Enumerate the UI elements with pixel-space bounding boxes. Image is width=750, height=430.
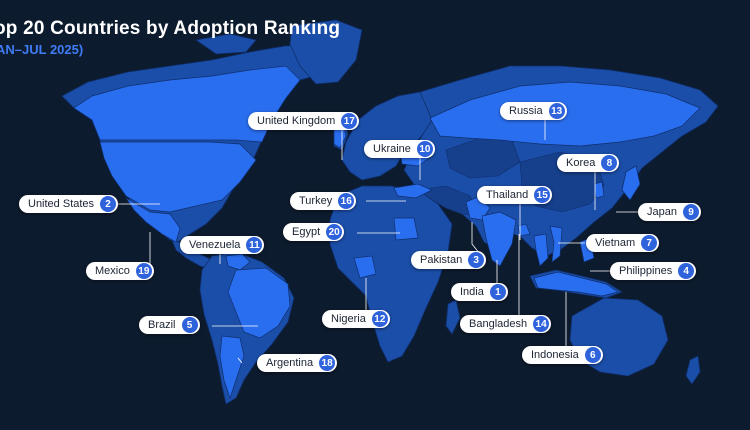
country-name: Nigeria <box>331 313 366 325</box>
rank-badge: 4 <box>678 263 695 279</box>
page-subtitle: AN–JUL 2025) <box>0 42 84 57</box>
country-label-united-kingdom: United Kingdom 17 <box>248 112 360 130</box>
country-label-mexico: Mexico 19 <box>86 262 154 280</box>
africa-landmass <box>329 185 453 363</box>
country-name: United States <box>28 198 95 210</box>
turkey-region <box>393 183 433 199</box>
leader-line-pakistan <box>471 222 481 255</box>
vietnam-region <box>549 225 563 263</box>
country-label-united-states: United States 2 <box>19 195 119 213</box>
country-name: Pakistan <box>420 254 463 266</box>
rank-badge: 2 <box>100 196 117 212</box>
page-title: op 20 Countries by Adoption Ranking <box>0 18 341 39</box>
country-name: Indonesia <box>531 349 579 361</box>
country-label-argentina: Argentina 18 <box>257 354 338 372</box>
rank-badge: 11 <box>246 237 263 253</box>
country-name: United Kingdom <box>257 115 336 127</box>
country-label-vietnam: Vietnam 7 <box>586 234 660 252</box>
leader-line-argentina <box>237 357 243 364</box>
country-label-nigeria: Nigeria 12 <box>322 310 390 328</box>
madagascar-landmass <box>445 299 461 335</box>
rank-badge: 18 <box>319 355 336 371</box>
rank-badge: 19 <box>135 263 152 279</box>
rank-badge: 14 <box>533 316 550 332</box>
rank-badge: 6 <box>584 347 601 363</box>
rank-badge: 13 <box>548 103 565 119</box>
mexico-region <box>125 197 181 243</box>
rank-badge: 12 <box>371 311 388 327</box>
greenland-landmass <box>289 19 363 85</box>
country-label-japan: Japan 9 <box>638 203 701 221</box>
rank-badge: 16 <box>338 193 355 209</box>
country-name: Egypt <box>292 226 321 238</box>
venezuela-region <box>225 253 251 271</box>
country-name: Korea <box>566 157 596 169</box>
indonesia-region <box>533 271 619 297</box>
country-name: India <box>460 286 484 298</box>
country-name: Argentina <box>266 357 314 369</box>
country-name: Bangladesh <box>469 318 528 330</box>
country-name: Brazil <box>148 319 176 331</box>
country-name: Japan <box>647 206 677 218</box>
canada-region <box>73 65 301 143</box>
new-zealand-landmass <box>685 355 701 385</box>
country-label-egypt: Egypt 20 <box>283 223 345 241</box>
country-label-pakistan: Pakistan 3 <box>411 251 487 269</box>
australia-landmass <box>569 297 669 377</box>
thailand-region <box>533 233 549 267</box>
country-label-thailand: Thailand 15 <box>477 186 553 204</box>
rank-badge: 7 <box>641 235 658 251</box>
japan-region <box>621 165 641 201</box>
country-label-russia: Russia 13 <box>500 102 567 120</box>
rank-badge: 20 <box>326 224 343 240</box>
country-name: Russia <box>509 105 543 117</box>
country-name: Philippines <box>619 265 673 277</box>
rank-badge: 9 <box>682 204 699 220</box>
country-name: Turkey <box>299 195 333 207</box>
arctic-islands <box>194 33 257 55</box>
country-name: Ukraine <box>373 143 411 155</box>
united-states-region <box>99 141 257 213</box>
country-name: Thailand <box>486 189 529 201</box>
country-label-ukraine: Ukraine 10 <box>364 140 435 158</box>
rank-badge: 17 <box>341 113 358 129</box>
rank-badge: 3 <box>468 252 485 268</box>
country-label-india: India 1 <box>451 283 508 301</box>
country-name: Vietnam <box>595 237 636 249</box>
rank-badge: 10 <box>416 141 433 157</box>
bangladesh-region <box>517 223 531 237</box>
country-name: Venezuela <box>189 239 241 251</box>
argentina-region <box>219 335 245 400</box>
egypt-region <box>393 217 419 241</box>
country-label-brazil: Brazil 5 <box>139 316 200 334</box>
brazil-region <box>227 267 291 339</box>
country-label-korea: Korea 8 <box>557 154 620 172</box>
country-label-bangladesh: Bangladesh 14 <box>460 315 552 333</box>
india-region <box>481 211 517 267</box>
country-label-venezuela: Venezuela 11 <box>180 236 265 254</box>
country-label-indonesia: Indonesia 6 <box>522 346 603 364</box>
country-name: Mexico <box>95 265 130 277</box>
country-label-turkey: Turkey 16 <box>290 192 357 210</box>
country-label-philippines: Philippines 4 <box>610 262 697 280</box>
leader-lines <box>117 120 638 364</box>
rank-badge: 5 <box>181 317 198 333</box>
rank-badge: 1 <box>489 284 506 300</box>
rank-badge: 15 <box>534 187 551 203</box>
korea-region <box>593 181 605 199</box>
nigeria-region <box>353 255 377 279</box>
rank-badge: 8 <box>601 155 618 171</box>
